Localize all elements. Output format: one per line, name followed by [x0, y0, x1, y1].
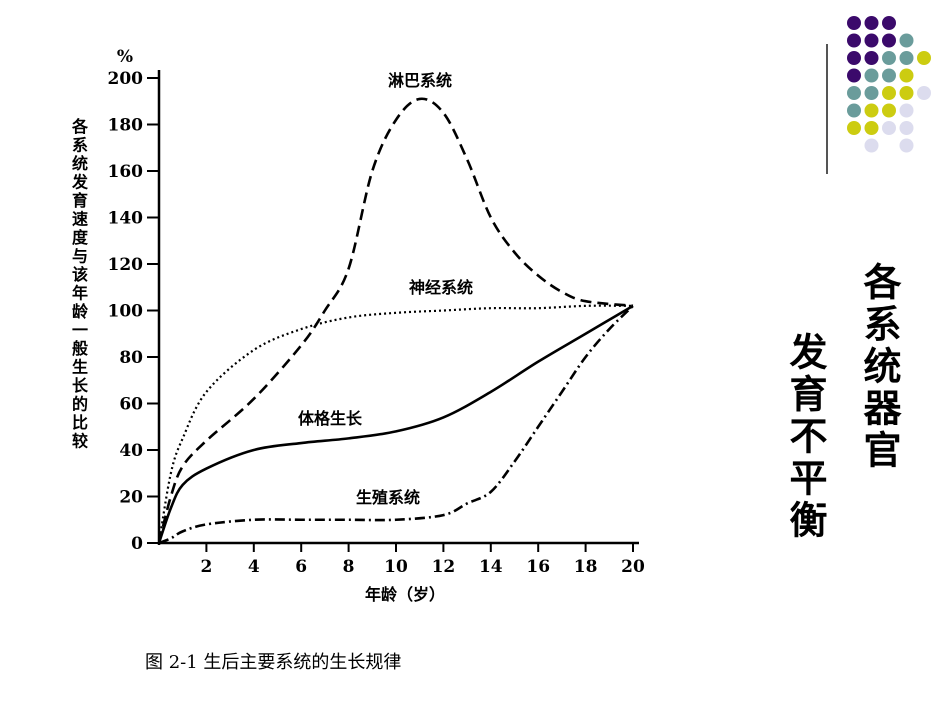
y-axis-label-char: 系 [72, 136, 88, 155]
decorative-dot [847, 68, 861, 83]
y-unit-label: % [117, 47, 133, 67]
decorative-dot [847, 16, 861, 30]
series-label: 神经系统 [409, 278, 473, 297]
decorative-dot [899, 33, 914, 48]
decorative-dot [864, 51, 879, 65]
decorative-dot [864, 121, 879, 135]
decorative-dot [899, 121, 914, 135]
x-tick-label: 12 [432, 557, 456, 577]
y-axis-label: 各系统发育速度与该年龄一般生长的比较 [71, 117, 89, 451]
y-axis-label-char: 般 [72, 339, 88, 358]
decorative-dot [864, 86, 879, 100]
decorative-dot [899, 68, 914, 83]
decorative-dot [864, 103, 879, 118]
y-axis-label-char: 生 [72, 358, 88, 377]
decorative-dot [882, 121, 896, 135]
y-axis-label-char: 比 [72, 413, 88, 432]
y-axis-label-char: 较 [72, 432, 88, 451]
y-tick-label: 180 [108, 116, 144, 136]
x-tick-label: 2 [200, 557, 212, 577]
decorative-dot [847, 103, 861, 118]
decorative-dot [864, 138, 879, 153]
y-tick-label: 40 [119, 441, 143, 461]
decorative-dot-grid [847, 16, 931, 153]
slide-title-line-1: 各系统器官 [857, 262, 901, 472]
x-tick-label: 18 [574, 557, 598, 577]
decorative-dot [917, 86, 931, 100]
series-line [157, 304, 634, 544]
y-tick-label: 120 [108, 255, 144, 275]
series-label: 淋巴系统 [388, 71, 452, 90]
series-label: 体格生长 [298, 409, 363, 428]
decorative-dot [899, 86, 914, 100]
y-axis-label-char: 与 [72, 247, 88, 266]
decorative-dot [864, 68, 879, 83]
y-axis-label-char: 的 [72, 395, 88, 414]
decorative-dot [864, 16, 879, 30]
x-tick-label: 6 [295, 557, 307, 577]
y-tick-label: 140 [108, 209, 144, 229]
decorative-dot [899, 51, 914, 65]
x-tick-label: 16 [526, 557, 550, 577]
x-tick-label: 10 [384, 557, 408, 577]
y-axis-label-char: 该 [72, 265, 88, 284]
x-tick-label: 14 [479, 557, 503, 577]
divider-line [826, 44, 828, 174]
y-tick-label: 100 [108, 302, 144, 322]
decorative-dot [882, 33, 896, 48]
y-axis-label-char: 龄 [72, 302, 89, 321]
decorative-dot [882, 68, 896, 83]
slide-title-line-2: 发育不平衡 [783, 332, 827, 542]
decorative-dot [899, 138, 914, 153]
decorative-dot [899, 103, 914, 118]
decorative-dot [882, 16, 896, 30]
x-tick-label: 4 [248, 557, 260, 577]
chart-caption: 图 2-1 生后主要系统的生长规律 [145, 652, 401, 673]
y-axis-label-char: 一 [72, 321, 88, 340]
decorative-dot [917, 51, 931, 65]
y-axis-label-char: 度 [72, 228, 89, 247]
series-line [158, 304, 634, 545]
decorative-dot [847, 33, 861, 48]
x-tick-label: 8 [343, 557, 355, 577]
series-line [157, 97, 634, 544]
decorative-dot [847, 86, 861, 100]
decorative-dot [882, 103, 896, 118]
decorative-dot [882, 86, 896, 100]
y-axis-label-char: 长 [72, 376, 89, 395]
decorative-dot [882, 51, 896, 65]
y-tick-label: 20 [119, 488, 143, 508]
y-tick-label: 60 [119, 395, 143, 415]
y-tick-label: 200 [108, 69, 144, 89]
y-axis-label-char: 速 [72, 210, 88, 229]
y-axis-label-char: 统 [72, 154, 88, 173]
y-axis-label-char: 育 [72, 191, 88, 210]
y-axis-label-char: 发 [71, 173, 89, 192]
y-tick-label: 160 [108, 162, 144, 182]
x-axis-label: 年龄（岁） [365, 585, 445, 604]
series-line [157, 304, 634, 544]
decorative-dot [847, 51, 861, 65]
decorative-dot [864, 33, 879, 48]
y-tick-label: 0 [131, 534, 143, 554]
series-label: 生殖系统 [356, 488, 420, 507]
x-tick-label: 20 [621, 557, 645, 577]
y-axis-label-char: 年 [72, 284, 88, 303]
decorative-dot [847, 121, 861, 135]
y-tick-label: 80 [119, 348, 143, 368]
y-axis-label-char: 各 [71, 117, 89, 136]
